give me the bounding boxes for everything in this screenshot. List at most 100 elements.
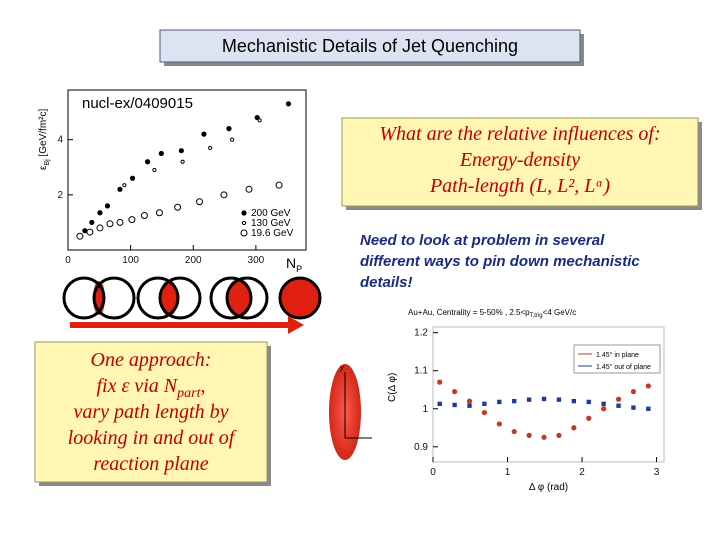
title-end: <4 GeV/c (543, 308, 577, 317)
question-line: Path-length (L, L², Lᵅ) (429, 175, 610, 197)
point (106, 220, 114, 228)
y-axis-label: C(Δ φ) (387, 373, 398, 402)
point (571, 425, 577, 431)
point (511, 428, 517, 435)
reaction-plane-sketch: y (329, 363, 372, 460)
point (616, 403, 621, 408)
x-tick-label: 0 (430, 467, 436, 478)
legend-marker (241, 210, 247, 216)
approach-line: reaction plane (93, 453, 208, 475)
title-text: Au+Au, Centrality = 5-50% , 2.5<p (408, 308, 530, 317)
legend-label: 1.45° in plane (596, 351, 639, 359)
y-tick-label: 2 (57, 190, 63, 201)
title-box (159, 29, 581, 63)
point (482, 401, 487, 407)
point (155, 209, 163, 217)
y-tick-label: 4 (57, 135, 63, 146)
point (452, 389, 458, 395)
point (86, 228, 94, 236)
y-tick-label: 0.9 (414, 442, 428, 453)
point (76, 232, 84, 240)
point (630, 389, 637, 395)
plot-title: Au+Au, Centrality = 5-50% , 2.5<pT,trig<… (408, 308, 576, 319)
legend-label: 200 GeV (251, 208, 291, 219)
y-tick-label: 1.1 (414, 366, 428, 377)
point (615, 396, 622, 402)
point (158, 150, 164, 157)
point (541, 434, 547, 440)
question-line: What are the relative influences of: (379, 123, 660, 145)
title-sub: T,trig (530, 313, 543, 319)
approach-line: vary path length by (74, 401, 229, 423)
x-tick-label: 100 (122, 255, 139, 266)
x-tick-label: 1 (505, 467, 511, 478)
legend-marker (241, 220, 247, 226)
plot: 0 100 200 300 2 4 nucl-ex/0409015 εBj [GeV/fm²c… (38, 89, 307, 274)
question-line: Energy-density (459, 149, 580, 171)
point (180, 159, 185, 164)
point (466, 398, 473, 404)
point (275, 181, 283, 189)
point (437, 379, 443, 385)
y-label-symbol: ε (38, 165, 49, 170)
point (526, 432, 532, 438)
question-box (341, 117, 699, 207)
point (285, 101, 292, 107)
point (196, 198, 204, 206)
point (122, 183, 127, 188)
arrow (70, 316, 304, 334)
point (497, 399, 502, 405)
svg-text:y: y (339, 363, 345, 372)
y-tick-label: 1 (422, 404, 428, 415)
note-line: Need to look at problem in several (360, 232, 605, 249)
point (226, 126, 232, 132)
point (645, 383, 651, 389)
point (437, 401, 442, 407)
point (526, 397, 532, 402)
point (257, 118, 262, 123)
slide-title: Mechanistic Details of Jet Quenching (222, 36, 518, 56)
legend-label: 19.6 GeV (251, 228, 294, 239)
approach-line: looking in and out of (68, 427, 237, 449)
x-tick-label: 200 (185, 255, 202, 266)
annotation: nucl-ex/0409015 (82, 95, 193, 112)
y-label-sub: Bj (44, 159, 51, 166)
point (97, 210, 103, 216)
point (220, 191, 228, 199)
fix-sub: part (176, 386, 201, 401)
legend-marker (240, 229, 248, 237)
point (89, 219, 95, 226)
plot: 0 1 2 3 0.9 1 1.1 1.2 Au+Au, Centrality = 5-50% … (387, 308, 665, 493)
legend-label: 1.45° out of plane (596, 363, 651, 371)
point (229, 137, 235, 142)
y-label-unit: [GeV/fm²c] (38, 109, 49, 160)
point (152, 167, 157, 173)
point (104, 203, 111, 209)
point (601, 401, 606, 407)
fix-end: , (201, 375, 206, 397)
point (512, 398, 517, 404)
approach-heading: One approach: (91, 349, 212, 371)
note-line: different ways to pin down mechanistic (360, 253, 640, 270)
point (586, 399, 591, 405)
x-tick-label: 3 (654, 467, 660, 478)
point (556, 397, 562, 402)
point (140, 212, 148, 220)
point (178, 148, 184, 154)
plots: 0 100 200 300 2 4 nucl-ex/0409015 εBj [GeV/fm²c… (38, 89, 665, 493)
point (481, 409, 488, 416)
overlap-diagram (62, 276, 322, 320)
x-label-symbol: N (286, 255, 296, 271)
point (541, 396, 547, 402)
fix-text: fix ε via N (97, 375, 179, 397)
point (82, 228, 88, 234)
point (129, 175, 136, 181)
point (586, 415, 592, 421)
x-label-sub: P (296, 264, 302, 274)
x-tick-label: 300 (248, 255, 265, 266)
y-tick-label: 1.2 (414, 328, 428, 339)
point (496, 421, 502, 427)
point (208, 145, 213, 151)
point (556, 432, 562, 438)
